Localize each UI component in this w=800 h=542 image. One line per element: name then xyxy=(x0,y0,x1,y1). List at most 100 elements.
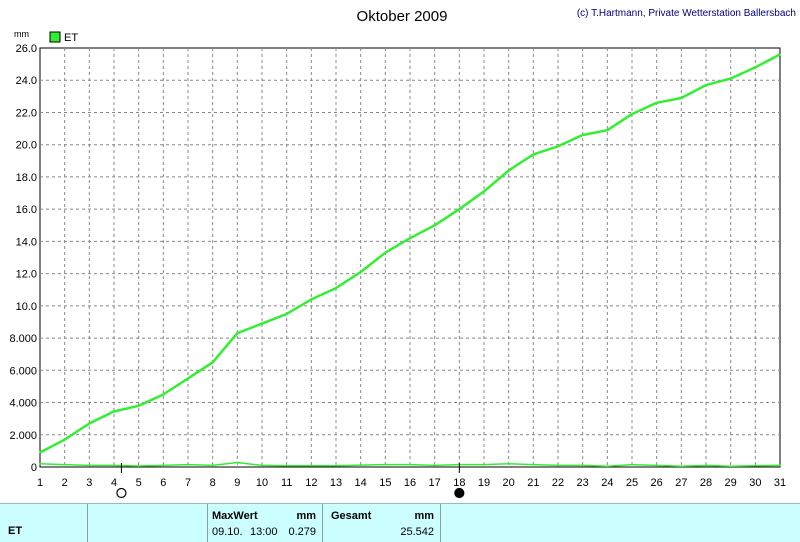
x-tick-label: 10 xyxy=(256,477,268,489)
daily-point xyxy=(335,464,337,467)
full-moon-icon xyxy=(116,487,127,499)
et-point xyxy=(433,224,436,227)
et-point xyxy=(88,422,91,425)
x-tick-label: 7 xyxy=(185,477,191,489)
x-tick-label: 6 xyxy=(160,477,166,489)
daily-point xyxy=(409,463,411,466)
x-tick-label: 4 xyxy=(111,477,117,489)
et-point xyxy=(631,113,633,115)
daily-point xyxy=(211,464,214,467)
max-heading: MaxWert xyxy=(212,510,258,522)
et-point xyxy=(779,53,781,56)
y-tick-label: 14.0 xyxy=(16,236,37,248)
x-tick-label: 28 xyxy=(700,477,712,489)
daily-point xyxy=(433,464,436,467)
credit-text: (c) T.Hartmann, Private Wetterstation Ba… xyxy=(577,8,796,19)
y-tick-label: 20.0 xyxy=(16,140,37,152)
daily-point xyxy=(187,463,189,466)
y-tick-label: 10.0 xyxy=(16,301,37,313)
y-tick-label: 22.0 xyxy=(16,107,37,119)
x-tick-label: 15 xyxy=(379,477,391,489)
x-tick-label: 13 xyxy=(330,477,342,489)
x-tick-label: 19 xyxy=(478,477,490,489)
daily-point xyxy=(39,462,41,465)
daily-point xyxy=(137,465,140,467)
x-tick-label: 25 xyxy=(626,477,638,489)
daily-point xyxy=(162,464,165,467)
x-tick-label: 21 xyxy=(527,477,539,489)
et-point xyxy=(557,145,559,148)
et-point xyxy=(39,451,41,454)
et-point xyxy=(113,410,115,413)
et-point xyxy=(483,190,485,193)
daily-point xyxy=(557,464,559,467)
daily-point xyxy=(359,464,362,466)
x-tick-label: 8 xyxy=(210,477,216,489)
y-tick-label: 8.000 xyxy=(9,333,37,345)
daily-point xyxy=(483,463,485,466)
x-tick-label: 2 xyxy=(62,477,68,489)
et-point xyxy=(458,208,461,210)
et-point xyxy=(606,129,609,131)
x-tick-label: 9 xyxy=(234,477,240,489)
daily-point xyxy=(285,464,288,467)
y-tick-label: 26.0 xyxy=(16,43,37,55)
chart-title: Oktober 2009 xyxy=(357,8,448,25)
x-tick-label: 27 xyxy=(675,477,687,489)
daily-point xyxy=(88,464,91,467)
et-point xyxy=(359,271,362,273)
total-heading: Gesamt xyxy=(331,510,372,522)
daily-point xyxy=(581,464,584,467)
x-tick-label: 5 xyxy=(136,477,142,489)
y-tick-label: 6.000 xyxy=(9,365,37,377)
et-point xyxy=(236,332,239,335)
new-moon-icon xyxy=(454,487,465,499)
x-tick-label: 30 xyxy=(749,477,761,489)
daily-point xyxy=(261,464,263,467)
x-tick-label: 31 xyxy=(774,477,786,489)
y-tick-label: 2.000 xyxy=(9,430,37,442)
et-point xyxy=(729,77,732,80)
x-tick-label: 1 xyxy=(37,477,43,489)
x-tick-label: 18 xyxy=(453,477,465,489)
daily-point xyxy=(779,464,781,467)
et-point xyxy=(384,251,387,254)
daily-point xyxy=(63,463,66,466)
max-unit: mm xyxy=(296,510,316,522)
summary-series-cell: ET xyxy=(0,504,88,542)
et-point xyxy=(581,134,584,136)
daily-point xyxy=(729,465,732,467)
y-tick-label: 18.0 xyxy=(16,172,37,184)
summary-total-cell: Gesamt mm 25.542 xyxy=(323,504,441,542)
et-point xyxy=(137,404,140,407)
y-tick-label: 24.0 xyxy=(16,75,37,87)
et-point xyxy=(187,377,189,380)
daily-point xyxy=(655,464,658,467)
chart: Oktober 2009 (c) T.Hartmann, Private Wet… xyxy=(9,8,796,499)
x-tick-label: 23 xyxy=(577,477,589,489)
daily-point xyxy=(236,461,239,464)
et-point xyxy=(63,438,66,441)
x-tick-label: 14 xyxy=(355,477,367,489)
x-tick-label: 17 xyxy=(429,477,441,489)
total-unit: mm xyxy=(414,510,434,522)
daily-point xyxy=(705,464,707,467)
daily-point xyxy=(754,464,757,467)
x-tick-label: 20 xyxy=(503,477,515,489)
et-point xyxy=(162,393,165,396)
x-tick-label: 3 xyxy=(86,477,92,489)
max-value: 0.279 xyxy=(288,526,316,538)
max-time: 13:00 xyxy=(250,526,278,538)
legend-swatch xyxy=(49,31,61,43)
y-tick-label: 16.0 xyxy=(16,204,37,216)
et-point xyxy=(532,153,535,156)
y-axis-label: mm xyxy=(14,29,29,39)
x-tick-label: 22 xyxy=(552,477,564,489)
summary-max-cell: MaxWert mm 09.10. 13:00 0.279 xyxy=(208,504,323,542)
x-tick-label: 24 xyxy=(601,477,613,489)
et-point xyxy=(409,237,411,239)
daily-point xyxy=(680,465,683,467)
daily-point xyxy=(113,464,115,467)
et-point xyxy=(285,313,288,315)
x-tick-label: 26 xyxy=(651,477,663,489)
